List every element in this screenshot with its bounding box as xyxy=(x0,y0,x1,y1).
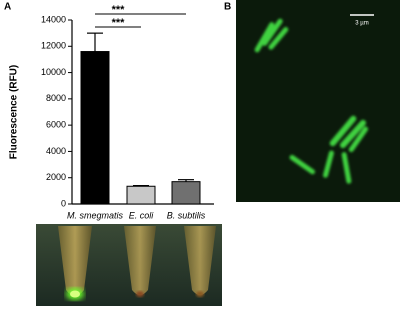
micrograph: 3 µm xyxy=(236,0,400,202)
panel-label: A xyxy=(4,2,11,13)
x-tick-label: B. subtilis xyxy=(167,210,206,220)
significance-label: *** xyxy=(112,4,126,16)
bar xyxy=(126,185,156,205)
tube-photo xyxy=(36,224,222,306)
x-tick-label: E. coli xyxy=(129,210,155,220)
significance-label: *** xyxy=(112,17,126,29)
y-tick-label: 2000 xyxy=(46,172,66,182)
y-axis-label: Fluorescence (RFU) xyxy=(9,65,20,159)
y-tick-label: 6000 xyxy=(46,120,66,130)
y-tick-label: 12000 xyxy=(41,41,66,51)
bar xyxy=(171,181,201,205)
y-tick-label: 0 xyxy=(61,198,66,208)
x-tick-label: M. smegmatis xyxy=(67,210,124,220)
y-tick-label: 14000 xyxy=(41,14,66,24)
y-tick-label: 8000 xyxy=(46,93,66,103)
scale-bar-label: 3 µm xyxy=(355,21,368,27)
y-tick-label: 4000 xyxy=(46,146,66,156)
bar xyxy=(80,51,110,205)
y-tick-label: 10000 xyxy=(41,67,66,77)
panel-label: B xyxy=(224,2,231,13)
